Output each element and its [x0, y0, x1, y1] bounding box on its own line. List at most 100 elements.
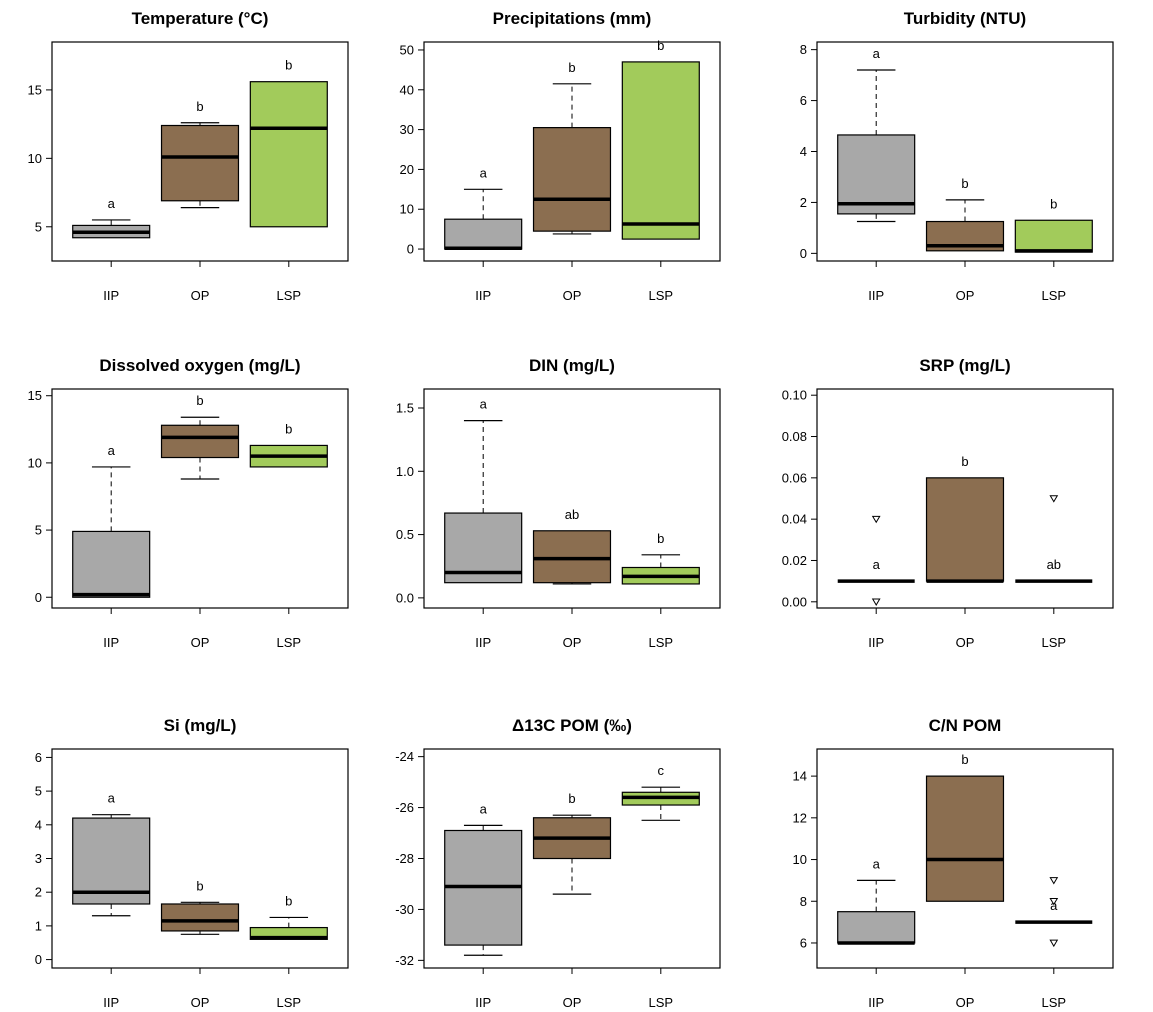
plot-frame [816, 748, 1114, 969]
significance-letter: ab [565, 507, 579, 522]
significance-letter: ab [1047, 557, 1061, 572]
boxplot-panel-2: Precipitations (mm) 0 10 20 30 40 50 IIP OP LSP a b… [400, 9, 721, 303]
box-LSP: b [249, 421, 328, 468]
boxplot-panel-3: Turbidity (NTU) 0 2 4 6 8 IIP OP LSP a b b [800, 9, 1114, 303]
boxplot-panel-5: DIN (mg/L) 0.0 0.5 1.0 1.5 IIP OP LSP a ab b [396, 356, 721, 650]
box-IIP: a [444, 801, 523, 956]
y-tick-label: 0.0 [396, 590, 414, 605]
x-tick-label: OP [956, 995, 975, 1007]
y-tick-label: 0.5 [396, 527, 414, 542]
x-tick-label: OP [191, 995, 210, 1007]
significance-letter: b [657, 531, 664, 546]
significance-letter: a [108, 791, 116, 806]
box-body [160, 124, 240, 202]
y-tick-label: 5 [35, 784, 42, 799]
outlier-point [1049, 877, 1059, 885]
significance-letter: a [480, 165, 488, 180]
y-tick-label: -30 [395, 902, 414, 917]
x-tick-label: IIP [103, 995, 119, 1007]
y-tick-label: 8 [800, 894, 807, 909]
x-tick-label: IIP [475, 288, 491, 303]
y-tick-label: -32 [395, 953, 414, 968]
y-tick-label: 20 [400, 162, 414, 177]
box-OP: ab [532, 507, 612, 585]
x-tick-label: IIP [868, 635, 884, 650]
box-OP: b [160, 878, 240, 935]
y-tick-label: 0.02 [782, 553, 807, 568]
y-tick-label: 0.00 [782, 594, 807, 609]
boxplot-panel-1: Temperature (°C) 5 10 15 IIP OP LSP a b b [28, 9, 349, 303]
significance-letter: a [480, 397, 488, 412]
y-tick-label: 15 [28, 388, 42, 403]
significance-letter: a [873, 46, 881, 61]
y-tick-label: 10 [28, 455, 42, 470]
y-tick-label: 0.10 [782, 388, 807, 403]
box-OP: b [532, 791, 612, 895]
box-body [72, 817, 151, 905]
y-tick-label: 1.0 [396, 464, 414, 479]
box-IIP: a [837, 856, 916, 945]
x-tick-label: OP [563, 635, 582, 650]
box-LSP: b [249, 893, 328, 940]
y-tick-label: 3 [35, 851, 42, 866]
plot-frame [816, 41, 1114, 262]
panel-title: Precipitations (mm) [493, 9, 652, 28]
box-OP: b [160, 393, 240, 480]
x-tick-label: IIP [868, 288, 884, 303]
x-tick-label: LSP [1042, 635, 1067, 650]
outlier-point [1049, 495, 1059, 503]
panel-title: DIN (mg/L) [529, 356, 615, 375]
boxplot-panel-6: SRP (mg/L) 0.00 0.02 0.04 0.06 0.08 0.10 IIP OP L… [782, 356, 1114, 650]
significance-letter: b [196, 99, 203, 114]
box-body [621, 61, 700, 240]
box-IIP: a [72, 791, 151, 917]
significance-letter: b [657, 38, 664, 53]
y-tick-label: -26 [395, 800, 414, 815]
x-tick-label: OP [191, 288, 210, 303]
y-tick-label: 12 [793, 810, 807, 825]
y-tick-label: 10 [28, 151, 42, 166]
plot-frame [423, 388, 721, 609]
significance-letter: b [285, 421, 292, 436]
box-body [532, 127, 612, 232]
box-LSP: b [621, 38, 700, 240]
box-body [532, 530, 612, 584]
y-tick-label: 1 [35, 918, 42, 933]
significance-letter: b [568, 791, 575, 806]
significance-letter: a [1050, 898, 1058, 913]
outlier-point [1049, 939, 1059, 948]
y-tick-label: 0 [407, 242, 414, 257]
x-tick-label: OP [956, 635, 975, 650]
box-body [160, 903, 240, 932]
significance-letter: b [961, 752, 968, 767]
y-tick-label: 0 [800, 246, 807, 261]
panel-title: Dissolved oxygen (mg/L) [99, 356, 300, 375]
x-tick-label: LSP [277, 288, 302, 303]
significance-letter: a [480, 801, 488, 816]
plot-frame [51, 388, 349, 609]
box-IIP: a [837, 46, 916, 223]
x-tick-label: LSP [1042, 995, 1067, 1007]
box-OP: b [925, 752, 1005, 902]
boxplot-panel-8: Δ13C POM (‰) -32 -30 -28 -26 -24 IIP OP LSP a b c [395, 716, 721, 1010]
x-tick-label: LSP [649, 995, 674, 1007]
box-OP: b [925, 176, 1005, 252]
significance-letter: b [285, 893, 292, 908]
panel-title: Turbidity (NTU) [904, 9, 1026, 28]
x-tick-label: IIP [103, 288, 119, 303]
significance-letter: b [1050, 196, 1057, 211]
x-tick-label: LSP [649, 288, 674, 303]
y-tick-label: 2 [35, 885, 42, 900]
box-LSP: a [1015, 898, 1093, 924]
plot-frame [816, 388, 1114, 609]
y-tick-label: 5 [35, 523, 42, 538]
panel-title: Δ13C POM (‰) [512, 716, 632, 735]
box-body [160, 424, 240, 459]
box-body [837, 911, 916, 944]
significance-letter: a [108, 443, 116, 458]
y-tick-label: 4 [35, 817, 42, 832]
significance-letter: b [961, 454, 968, 469]
significance-letter: a [873, 856, 881, 871]
plot-frame [423, 748, 721, 969]
